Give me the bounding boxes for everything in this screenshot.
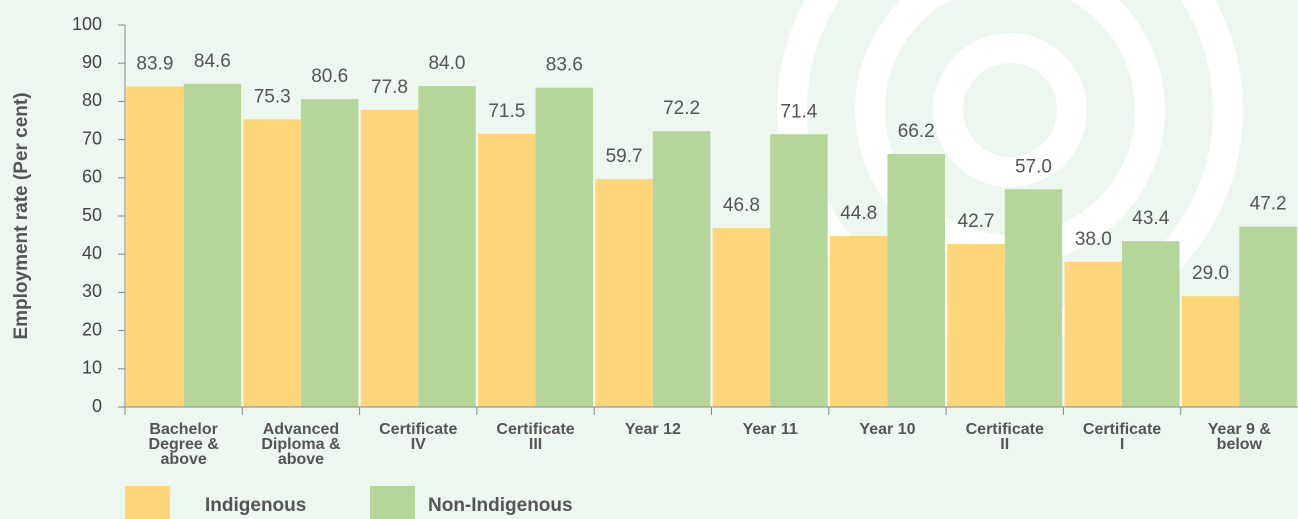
- value-label: 84.6: [194, 51, 231, 72]
- bar: [887, 154, 945, 407]
- value-label: 46.8: [723, 195, 760, 216]
- y-tick-label: 50: [82, 205, 102, 225]
- bar: [478, 133, 536, 407]
- value-label: 29.0: [1192, 263, 1229, 284]
- x-tick-label: IV: [411, 436, 426, 453]
- value-label: 77.8: [371, 77, 408, 98]
- bar: [829, 235, 888, 407]
- x-tick-label: above: [161, 451, 207, 468]
- value-label: 71.4: [780, 101, 817, 122]
- y-tick-label: 30: [82, 281, 102, 301]
- bar: [1239, 226, 1297, 407]
- x-tick-label: Year 9 &: [1208, 421, 1272, 438]
- bar: [535, 87, 594, 407]
- y-tick-label: 70: [82, 128, 102, 148]
- y-tick-label: 60: [82, 167, 102, 187]
- bar: [770, 134, 828, 407]
- y-tick-label: 10: [82, 358, 102, 378]
- bar: [300, 99, 359, 407]
- bar: [712, 228, 771, 407]
- x-tick-label: Certificate: [379, 421, 457, 438]
- bar: [1064, 261, 1123, 407]
- y-tick-label: 90: [82, 52, 102, 72]
- bar: [595, 178, 653, 407]
- bar: [418, 86, 476, 408]
- x-tick-label: Certificate: [496, 421, 574, 438]
- value-label: 66.2: [898, 121, 935, 142]
- y-tick-label: 20: [82, 319, 102, 339]
- value-label: 75.3: [254, 86, 291, 107]
- bar: [360, 109, 419, 407]
- bar: [652, 131, 711, 408]
- value-label: 83.6: [546, 55, 583, 76]
- x-tick-label: Year 10: [859, 421, 915, 438]
- x-tick-label: III: [529, 436, 542, 453]
- y-tick-label: 100: [72, 14, 102, 34]
- value-label: 42.7: [958, 211, 995, 232]
- x-tick-label: Year 11: [743, 421, 798, 438]
- y-tick-label: 80: [82, 90, 102, 110]
- value-label: 57.0: [1015, 156, 1052, 177]
- bar: [183, 83, 242, 407]
- x-tick-label: Bachelor: [149, 421, 217, 438]
- x-tick-label: Certificate: [1083, 421, 1161, 438]
- value-label: 72.2: [663, 98, 700, 119]
- y-axis-label: Employment rate (Per cent): [11, 92, 32, 339]
- bar: [1122, 241, 1180, 407]
- legend-label: Non-Indigenous: [428, 495, 573, 516]
- legend-swatch: [125, 486, 170, 519]
- bar: [947, 243, 1005, 407]
- value-label: 71.5: [488, 101, 525, 122]
- x-tick-label: above: [278, 451, 324, 468]
- y-tick-label: 40: [82, 243, 102, 263]
- legend-swatch: [370, 486, 415, 519]
- x-tick-label: Year 12: [625, 421, 681, 438]
- legend-label: Indigenous: [205, 495, 306, 516]
- value-label: 38.0: [1075, 229, 1112, 250]
- x-tick-label: Certificate: [966, 421, 1044, 438]
- value-label: 59.7: [606, 146, 643, 167]
- value-label: 43.4: [1132, 208, 1169, 229]
- x-tick-label: Advanced: [263, 421, 339, 438]
- bar: [243, 119, 301, 407]
- value-label: 80.6: [311, 66, 348, 87]
- x-tick-label: II: [1000, 436, 1009, 453]
- value-label: 83.9: [136, 54, 173, 75]
- value-label: 84.0: [428, 53, 465, 74]
- bar: [126, 86, 184, 407]
- value-label: 47.2: [1250, 194, 1287, 215]
- x-tick-label: below: [1217, 436, 1263, 453]
- bar: [1181, 296, 1240, 407]
- x-tick-label: Diploma &: [261, 436, 341, 453]
- x-tick-label: I: [1120, 436, 1124, 453]
- bar: [1004, 189, 1063, 407]
- x-tick-label: Degree &: [149, 436, 220, 453]
- value-label: 44.8: [840, 203, 877, 224]
- y-tick-label: 0: [92, 396, 102, 416]
